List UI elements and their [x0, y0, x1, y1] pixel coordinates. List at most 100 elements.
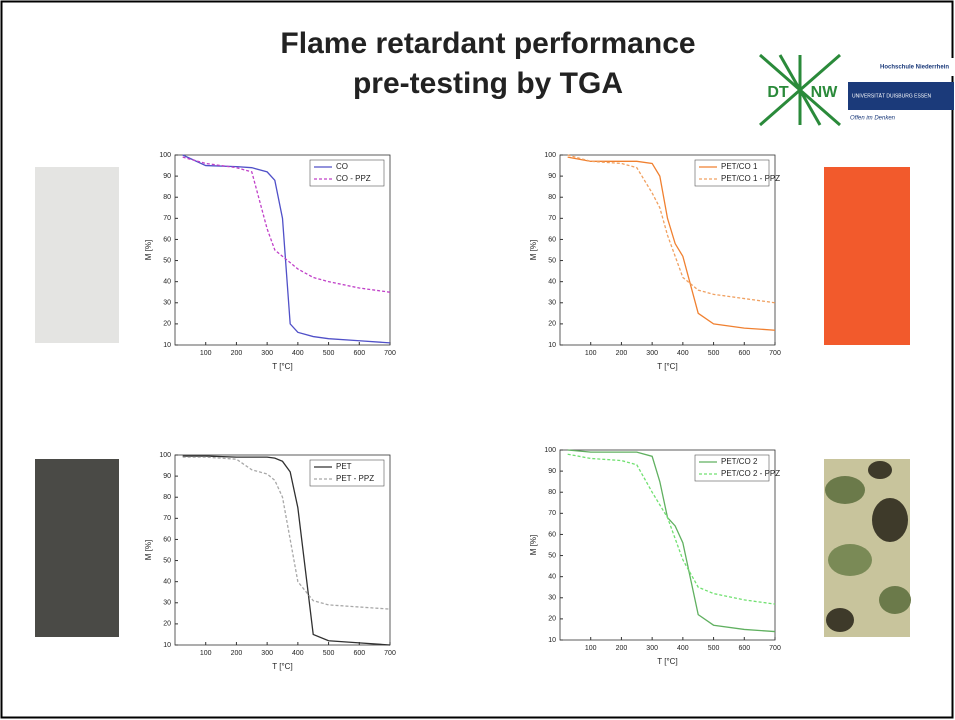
y-tick-label: 90 [163, 473, 171, 480]
y-tick-label: 20 [548, 616, 556, 623]
y-tick-label: 70 [163, 215, 171, 222]
x-tick-label: 100 [585, 350, 597, 357]
x-tick-label: 200 [616, 645, 628, 652]
legend-label: PET/CO 2 - PPZ [721, 469, 780, 478]
y-tick-label: 10 [548, 637, 556, 644]
y-tick-label: 70 [548, 215, 556, 222]
x-tick-label: 100 [585, 645, 597, 652]
logo-text: DT [767, 84, 789, 101]
fabric-photo [35, 167, 119, 343]
y-tick-label: 20 [163, 321, 171, 328]
y-tick-label: 90 [548, 173, 556, 180]
plot-frame [559, 154, 776, 346]
x-tick-label: 300 [261, 650, 273, 657]
legend-box [694, 454, 770, 482]
y-tick-label: 50 [548, 257, 556, 264]
x-tick-label: 400 [677, 645, 689, 652]
y-tick-label: 20 [548, 321, 556, 328]
fabric-photo [824, 167, 910, 345]
x-tick-label: 500 [323, 350, 335, 357]
y-tick-label: 90 [548, 468, 556, 475]
x-tick-label: 500 [708, 350, 720, 357]
x-tick-label: 500 [323, 650, 335, 657]
title-line: Flame retardant performance [280, 27, 695, 60]
title-line: pre-testing by TGA [353, 67, 623, 100]
y-tick-label: 80 [163, 194, 171, 201]
y-tick-label: 100 [159, 152, 171, 159]
legend-label: CO - PPZ [336, 174, 371, 183]
x-tick-label: 400 [292, 350, 304, 357]
y-tick-label: 50 [163, 557, 171, 564]
y-tick-label: 70 [163, 515, 171, 522]
x-tick-label: 400 [292, 650, 304, 657]
x-tick-label: 600 [353, 650, 365, 657]
x-tick-label: 600 [738, 645, 750, 652]
data-line [182, 456, 391, 610]
logo-text: NW [811, 84, 839, 101]
legend-box [309, 159, 385, 187]
legend-label: PET/CO 1 - PPZ [721, 174, 780, 183]
y-tick-label: 80 [548, 489, 556, 496]
y-axis-label: M [%] [529, 240, 538, 260]
y-tick-label: 30 [163, 600, 171, 607]
x-tick-label: 100 [200, 350, 212, 357]
legend-label: PET/CO 2 [721, 457, 758, 466]
x-tick-label: 700 [384, 350, 396, 357]
logo-motto: Offen im Denken [850, 116, 896, 122]
y-tick-label: 100 [544, 447, 556, 454]
plot-frame [174, 454, 391, 646]
x-tick-label: 200 [616, 350, 628, 357]
fabric-photo [35, 459, 119, 637]
y-tick-label: 30 [548, 300, 556, 307]
fabric-photo [824, 459, 911, 637]
data-line [567, 156, 776, 331]
x-axis-label: T [°C] [657, 362, 677, 371]
y-tick-label: 90 [163, 173, 171, 180]
x-tick-label: 700 [769, 350, 781, 357]
data-line [182, 455, 391, 646]
x-tick-label: 600 [738, 350, 750, 357]
y-tick-label: 80 [163, 494, 171, 501]
y-tick-label: 10 [163, 642, 171, 649]
y-tick-label: 60 [163, 536, 171, 543]
y-tick-label: 40 [163, 279, 171, 286]
x-tick-label: 600 [353, 350, 365, 357]
x-tick-label: 400 [677, 350, 689, 357]
y-tick-label: 10 [548, 342, 556, 349]
x-axis-label: T [°C] [657, 657, 677, 666]
legend-label: PET/CO 1 [721, 162, 758, 171]
y-tick-label: 60 [163, 236, 171, 243]
y-axis-label: M [%] [144, 540, 153, 560]
y-tick-label: 40 [548, 574, 556, 581]
x-tick-label: 300 [646, 645, 658, 652]
y-tick-label: 70 [548, 510, 556, 517]
x-tick-label: 200 [231, 350, 243, 357]
logo-rays [759, 53, 841, 127]
data-line [567, 154, 776, 304]
y-tick-label: 100 [159, 452, 171, 459]
logo: DT NW Hochschule Niederrhein UNIVERSITÄT… [759, 53, 954, 127]
y-tick-label: 80 [548, 194, 556, 201]
y-tick-label: 20 [163, 621, 171, 628]
x-tick-label: 700 [769, 645, 781, 652]
y-axis-label: M [%] [144, 240, 153, 260]
data-line [182, 156, 391, 293]
legend-box [309, 459, 385, 487]
y-tick-label: 60 [548, 236, 556, 243]
data-line [567, 453, 776, 605]
legend-label: CO [336, 162, 348, 171]
x-tick-label: 300 [261, 350, 273, 357]
logo-university: UNIVERSITÄT DUISBURG ESSEN [852, 92, 931, 99]
y-tick-label: 40 [548, 279, 556, 286]
y-tick-label: 30 [163, 300, 171, 307]
logo-box [848, 82, 954, 110]
y-tick-label: 10 [163, 342, 171, 349]
x-tick-label: 300 [646, 350, 658, 357]
x-axis-label: T [°C] [272, 362, 292, 371]
y-tick-label: 60 [548, 531, 556, 538]
y-tick-label: 40 [163, 579, 171, 586]
plot-frame [559, 449, 776, 641]
x-tick-label: 700 [384, 650, 396, 657]
x-tick-label: 100 [200, 650, 212, 657]
